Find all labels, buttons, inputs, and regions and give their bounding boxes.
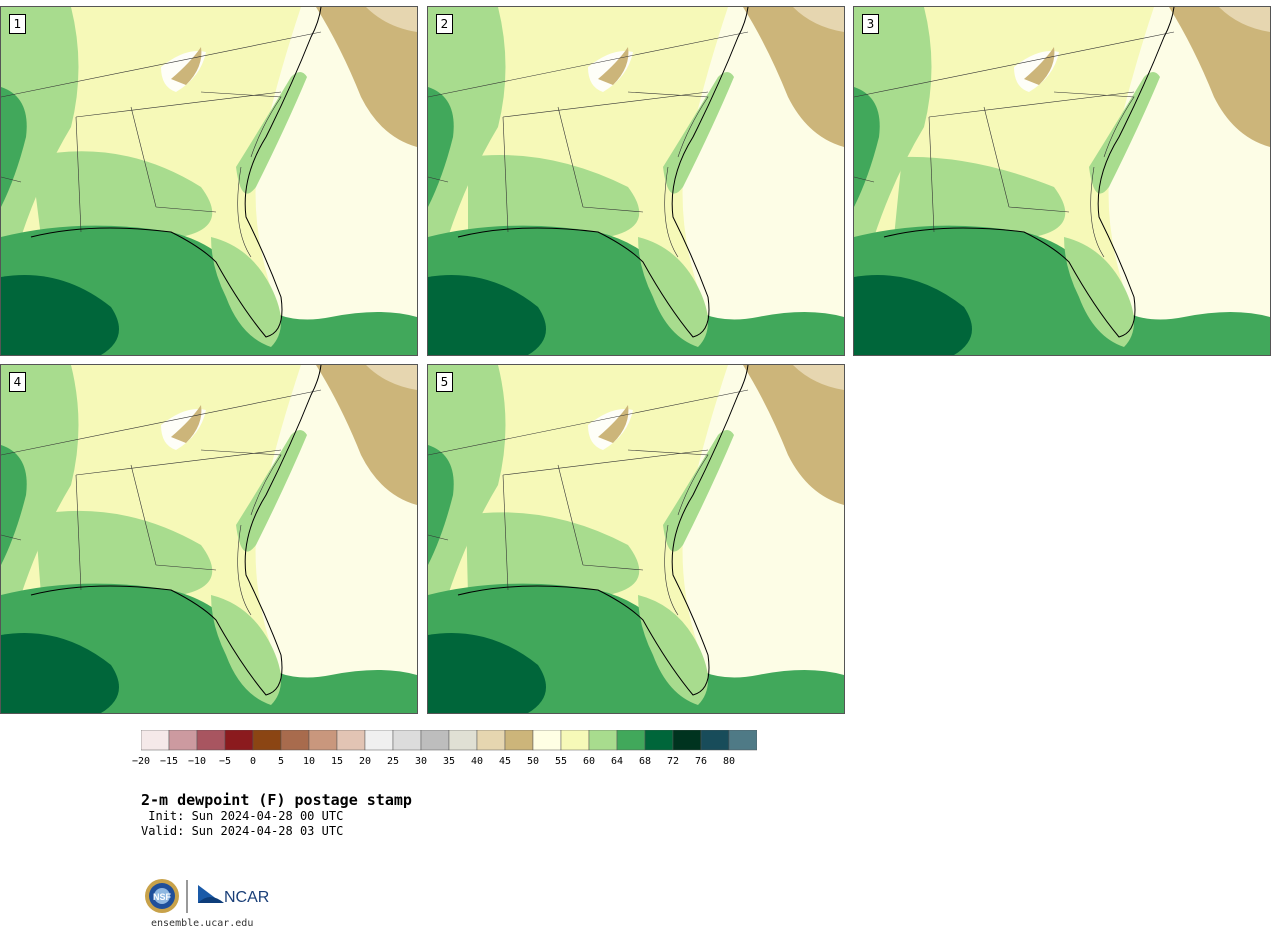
colorbar-swatch	[476, 730, 506, 751]
colorbar-tick-label: 30	[414, 756, 428, 767]
colorbar	[141, 730, 757, 751]
colorbar-tick-label: 72	[666, 756, 680, 767]
colorbar-tick-label: 68	[638, 756, 652, 767]
colorbar-swatch	[196, 730, 226, 751]
colorbar-swatch	[252, 730, 282, 751]
colorbar-swatch	[392, 730, 422, 751]
colorbar-swatch	[560, 730, 590, 751]
colorbar-tick-label: −5	[218, 756, 232, 767]
site-url: ensemble.ucar.edu	[151, 918, 254, 929]
colorbar-tick-label: 80	[722, 756, 736, 767]
map-panel-3: 3	[853, 6, 1271, 356]
colorbar-swatch	[504, 730, 534, 751]
colorbar-swatch	[728, 730, 757, 751]
colorbar-tick-label: −20	[131, 756, 151, 767]
colorbar-tick-label: 15	[330, 756, 344, 767]
colorbar-tick-label: −15	[159, 756, 179, 767]
panel-label: 2	[436, 14, 453, 34]
colorbar-tick-label: 40	[470, 756, 484, 767]
map-panel-1: 1	[0, 6, 418, 356]
colorbar-tick-label: 60	[582, 756, 596, 767]
colorbar-swatch	[700, 730, 730, 751]
colorbar-swatch	[448, 730, 478, 751]
colorbar-swatch	[616, 730, 646, 751]
ncar-mark-icon	[198, 885, 224, 903]
colorbar-tick-label: 10	[302, 756, 316, 767]
map-panel-5: 5	[427, 364, 845, 714]
colorbar-tick-label: 50	[526, 756, 540, 767]
panel-label: 4	[9, 372, 26, 392]
colorbar-tick-label: 20	[358, 756, 372, 767]
colorbar-tick-label: 25	[386, 756, 400, 767]
colorbar-swatch	[308, 730, 338, 751]
colorbar-tick-label: 35	[442, 756, 456, 767]
colorbar-swatch	[224, 730, 254, 751]
nsf-text: NSF	[153, 892, 172, 902]
colorbar-tick-label: 76	[694, 756, 708, 767]
map-panel-4: 4	[0, 364, 418, 714]
colorbar-tick-label: 45	[498, 756, 512, 767]
colorbar-swatch	[420, 730, 450, 751]
panel-label: 5	[436, 372, 453, 392]
colorbar-tick-label: 64	[610, 756, 624, 767]
colorbar-swatch	[336, 730, 366, 751]
panel-label: 3	[862, 14, 879, 34]
colorbar-swatch	[280, 730, 310, 751]
colorbar-swatch	[364, 730, 394, 751]
colorbar-swatch	[168, 730, 198, 751]
colorbar-tick-label: −10	[187, 756, 207, 767]
colorbar-swatch	[672, 730, 702, 751]
colorbar-swatch	[532, 730, 562, 751]
panel-label: 1	[9, 14, 26, 34]
plot-title: 2-m dewpoint (F) postage stamp	[141, 791, 412, 809]
colorbar-tick-label: 55	[554, 756, 568, 767]
colorbar-tick-label: 0	[249, 756, 257, 767]
init-time: Init: Sun 2024-04-28 00 UTC	[141, 809, 344, 823]
map-panel-2: 2	[427, 6, 845, 356]
valid-time: Valid: Sun 2024-04-28 03 UTC	[141, 824, 344, 838]
colorbar-tick-label: 5	[277, 756, 285, 767]
ncar-text: NCAR	[224, 889, 269, 906]
nsf-seal-icon: NSF	[145, 879, 179, 913]
colorbar-swatch	[141, 730, 170, 751]
colorbar-swatch	[644, 730, 674, 751]
colorbar-swatch	[588, 730, 618, 751]
nsf-ncar-logo: NSF NCAR	[145, 879, 269, 913]
